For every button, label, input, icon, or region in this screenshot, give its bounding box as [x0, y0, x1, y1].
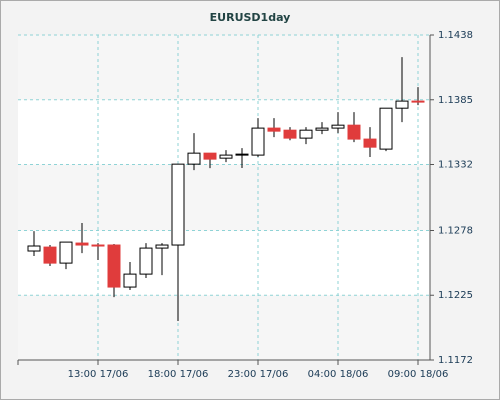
candle-body [43, 246, 57, 264]
candle-body [107, 244, 121, 288]
candle-body [331, 124, 345, 129]
candle-body [235, 153, 249, 156]
x-tick-label: 23:00 17/06 [228, 369, 289, 380]
y-tick-label: 1.1385 [438, 95, 473, 106]
candle-body [267, 127, 281, 132]
candle-body [219, 154, 233, 159]
candle-body [411, 100, 425, 103]
candle-body [187, 152, 201, 165]
candle-body [27, 245, 41, 252]
chart-title: EURUSD1day [210, 11, 291, 24]
candle-body [283, 129, 297, 139]
y-tick-label: 1.1278 [438, 225, 473, 236]
candle-body [75, 242, 89, 246]
candle-body [379, 107, 393, 150]
plot-band [18, 295, 430, 360]
candle-body [139, 247, 153, 275]
x-tick-label: 04:00 18/06 [308, 369, 369, 380]
candle-body [123, 273, 137, 288]
x-tick-label: 18:00 17/06 [148, 369, 209, 380]
x-tick-label: 13:00 17/06 [68, 369, 129, 380]
candle-body [59, 241, 73, 264]
y-tick-label: 1.1225 [438, 290, 473, 301]
y-tick-label: 1.1332 [438, 160, 473, 171]
plot-band [18, 164, 430, 231]
y-tick-label: 1.1438 [438, 30, 473, 41]
x-tick-label: 09:00 18/06 [388, 369, 449, 380]
candle-body [395, 100, 409, 109]
candle-body [155, 244, 169, 249]
candle-body [251, 127, 265, 156]
candle-body [315, 127, 329, 131]
candle-body [299, 129, 313, 139]
candle-body [203, 152, 217, 160]
plot-band [18, 35, 430, 100]
candle-body [171, 163, 185, 246]
y-tick-label: 1.1172 [438, 355, 473, 366]
candle-body [363, 138, 377, 148]
candle-body [91, 244, 105, 247]
candle-body [347, 124, 361, 140]
